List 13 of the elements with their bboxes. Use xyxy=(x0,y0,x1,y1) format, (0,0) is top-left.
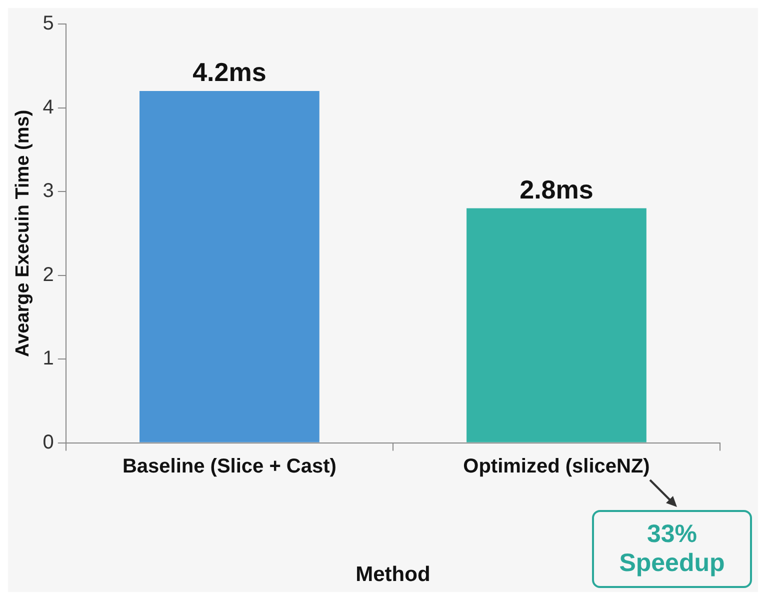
y-tick-label: 2 xyxy=(42,264,54,286)
callout-box: 33% Speedup xyxy=(592,510,752,588)
y-tick-label: 4 xyxy=(42,96,54,118)
y-tick-label: 0 xyxy=(42,431,54,454)
x-tick-label: Optimized (sliceNZ) xyxy=(463,455,650,478)
y-tick-label: 5 xyxy=(42,12,54,35)
data-label: 2.8ms xyxy=(520,174,594,204)
y-axis-title: Avearge Execuin Time (ms) xyxy=(12,110,34,357)
data-label: 4.2ms xyxy=(192,57,266,88)
y-tick-label: 3 xyxy=(42,180,54,202)
y-tick-label: 1 xyxy=(42,348,54,370)
x-axis-title: Method xyxy=(356,563,430,586)
x-tick-label: Baseline (Slice + Cast) xyxy=(122,455,336,478)
